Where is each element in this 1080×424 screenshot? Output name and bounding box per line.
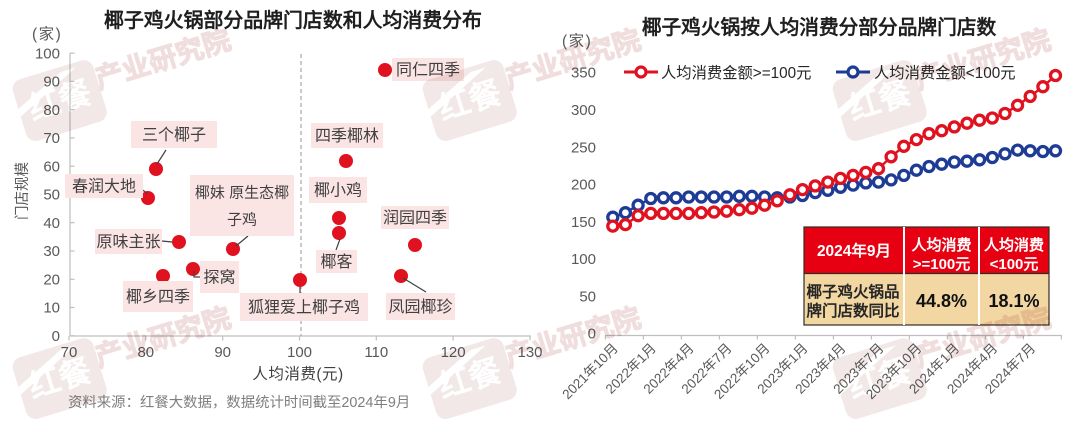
svg-text:人均消费(元): 人均消费(元) [252, 365, 343, 383]
svg-text:狐狸爱上椰子鸡: 狐狸爱上椰子鸡 [248, 299, 360, 317]
svg-text:子鸡: 子鸡 [227, 212, 257, 229]
svg-text:牌门店数同比: 牌门店数同比 [806, 301, 899, 320]
svg-text:250: 250 [571, 139, 596, 156]
svg-text:资料来源：红餐大数据，数据统计时间截至2024年9月: 资料来源：红餐大数据，数据统计时间截至2024年9月 [68, 394, 410, 411]
svg-text:50: 50 [579, 288, 596, 305]
svg-text:椰子鸡火锅品: 椰子鸡火锅品 [806, 282, 899, 301]
svg-text:同仁四季: 同仁四季 [396, 61, 460, 79]
svg-text:200: 200 [571, 177, 596, 194]
svg-text:椰妹 原生态椰: 椰妹 原生态椰 [195, 185, 289, 202]
svg-text:44.8%: 44.8% [916, 291, 967, 311]
svg-text:30: 30 [43, 243, 60, 260]
svg-text:100: 100 [571, 251, 596, 268]
svg-text:椰子鸡火锅按人均消费分部分品牌门店数: 椰子鸡火锅按人均消费分部分品牌门店数 [642, 16, 997, 39]
svg-text:20: 20 [43, 272, 60, 289]
svg-text:(家): (家) [32, 25, 62, 43]
svg-text:椰子鸡火锅部分品牌门店数和人均消费分布: 椰子鸡火锅部分品牌门店数和人均消费分布 [104, 8, 482, 32]
svg-text:人均消费: 人均消费 [984, 236, 1044, 254]
svg-text:凤园椰珍: 凤园椰珍 [388, 298, 452, 316]
svg-text:四季椰林: 四季椰林 [315, 127, 379, 145]
svg-text:110: 110 [364, 344, 388, 361]
svg-text:椰小鸡: 椰小鸡 [314, 182, 362, 200]
svg-text:润园四季: 润园四季 [383, 209, 447, 227]
svg-text:探窝: 探窝 [203, 269, 235, 287]
svg-text:90: 90 [214, 344, 231, 361]
svg-text:春润大地: 春润大地 [72, 178, 136, 196]
svg-text:椰乡四季: 椰乡四季 [126, 288, 190, 306]
svg-text:2024年9月: 2024年9月 [817, 241, 891, 260]
svg-text:<100元: <100元 [990, 256, 1039, 273]
svg-text:人均消费金额>=100元: 人均消费金额>=100元 [661, 65, 811, 82]
svg-text:10: 10 [43, 300, 60, 317]
svg-text:门店规模: 门店规模 [14, 162, 31, 220]
svg-text:100: 100 [35, 45, 60, 62]
svg-text:300: 300 [571, 102, 596, 119]
svg-text:三个椰子: 三个椰子 [142, 126, 206, 144]
svg-text:18.1%: 18.1% [988, 291, 1039, 311]
svg-text:原味主张: 原味主张 [96, 233, 160, 251]
svg-text:100: 100 [287, 344, 312, 361]
svg-text:40: 40 [43, 215, 60, 232]
svg-text:60: 60 [43, 158, 60, 175]
svg-text:0: 0 [52, 328, 60, 345]
svg-text:150: 150 [571, 214, 596, 231]
svg-text:人均消费: 人均消费 [911, 236, 971, 254]
svg-text:>=100元: >=100元 [913, 256, 971, 273]
svg-text:50: 50 [43, 187, 60, 204]
svg-text:椰客: 椰客 [320, 253, 352, 271]
